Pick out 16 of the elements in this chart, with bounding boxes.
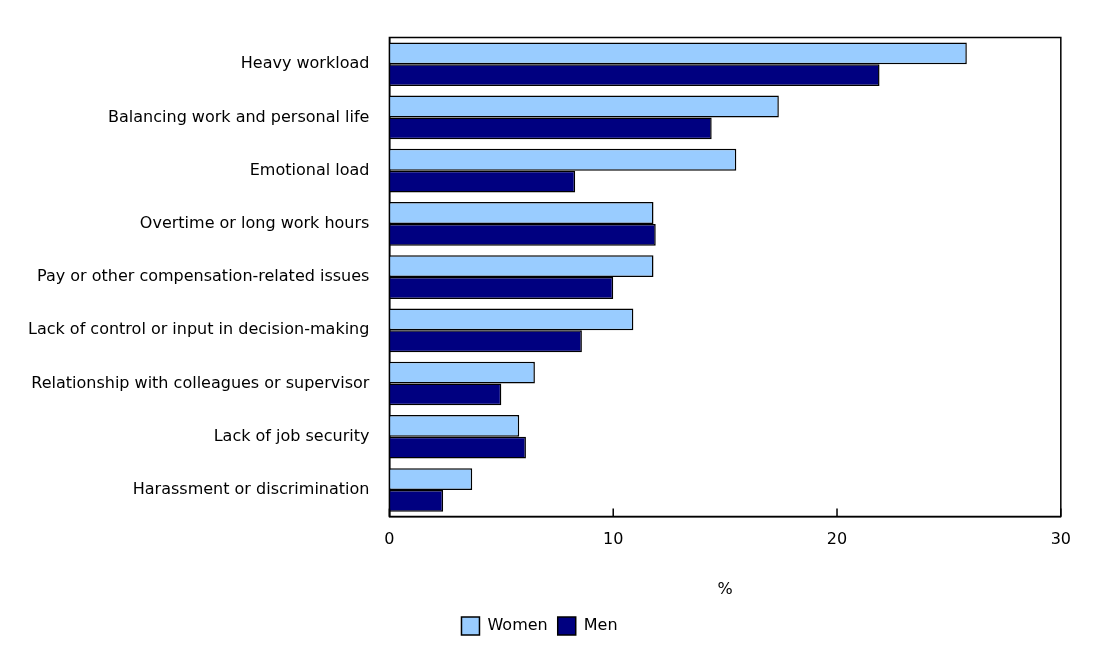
y-tick-label: Harassment or discrimination bbox=[132, 479, 370, 499]
y-tick-label: Relationship with colleagues or supervisor bbox=[31, 372, 370, 392]
x-tick-label: 10 bbox=[603, 529, 624, 549]
y-tick-label: Emotional load bbox=[249, 159, 370, 179]
y-tick-label: Pay or other compensation-related issues bbox=[36, 266, 370, 286]
x-axis-title: % bbox=[717, 578, 733, 598]
legend-label: Men bbox=[583, 615, 618, 635]
x-tick-label: 30 bbox=[1050, 529, 1071, 549]
y-tick-label: Heavy workload bbox=[240, 53, 370, 73]
legend-label: Women bbox=[487, 615, 548, 635]
y-tick-label: Lack of control or input in decision-making bbox=[27, 319, 370, 339]
y-tick-label: Balancing work and personal life bbox=[108, 106, 370, 126]
y-tick-label: Overtime or long work hours bbox=[139, 213, 370, 233]
x-tick-label: 0 bbox=[384, 529, 395, 549]
x-tick-label: 20 bbox=[826, 529, 848, 549]
y-tick-label: Lack of job security bbox=[213, 425, 370, 445]
